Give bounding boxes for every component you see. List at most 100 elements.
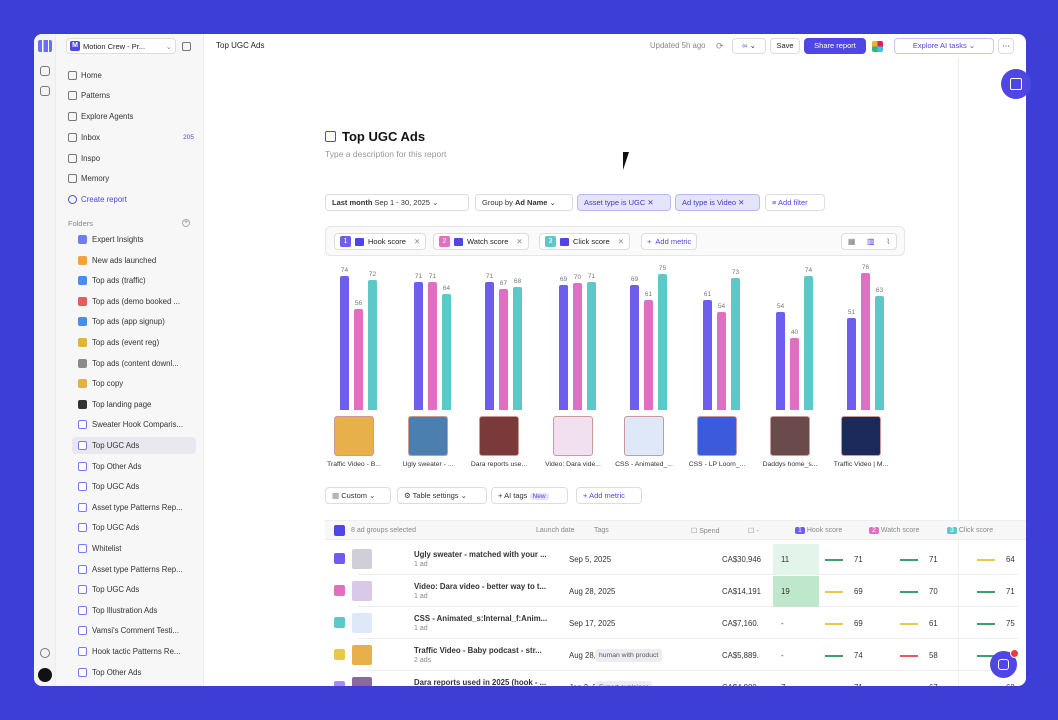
row-thumbnail[interactable] xyxy=(352,581,372,601)
row-name[interactable]: Video: Dara video - better way to t... xyxy=(414,582,546,591)
chart-bar[interactable] xyxy=(804,276,813,410)
chart-bar[interactable] xyxy=(658,274,667,410)
meta-dropdown[interactable]: ∞ ⌄ xyxy=(732,38,766,54)
row-thumbnail[interactable] xyxy=(352,645,372,665)
custom-view-dropdown[interactable]: ▦ Custom ⌄ xyxy=(325,487,391,504)
folder-item[interactable]: Whitelist xyxy=(72,540,196,557)
col-launch-date[interactable]: Launch date xyxy=(536,527,575,534)
nav-item[interactable]: Inbox 205 xyxy=(68,133,194,142)
users-icon[interactable] xyxy=(40,648,50,658)
gift-icon[interactable] xyxy=(1001,69,1031,99)
chart-bar[interactable] xyxy=(644,299,653,410)
folder-item[interactable]: Asset type Patterns Rep... xyxy=(72,499,196,516)
avatar[interactable] xyxy=(38,668,52,682)
nav-item[interactable]: Patterns xyxy=(68,91,194,100)
save-button[interactable]: Save xyxy=(770,38,800,54)
folder-item[interactable]: Top UGC Ads xyxy=(72,519,196,536)
refresh-icon[interactable]: ⟳ xyxy=(716,41,724,51)
chart-bar[interactable] xyxy=(587,281,596,410)
ad-thumbnail[interactable] xyxy=(624,416,664,456)
ad-thumbnail[interactable] xyxy=(479,416,519,456)
remove-icon[interactable]: ✕ xyxy=(516,237,523,246)
workspace-switcher[interactable]: M Motion Crew - Pr... ⌄ xyxy=(66,38,176,54)
row-name[interactable]: CSS - Animated_s:Internal_f:Anim... xyxy=(414,614,548,623)
col-tags[interactable]: Tags xyxy=(594,527,609,534)
nav-item[interactable]: Create report xyxy=(68,195,194,204)
explore-ai-tasks-button[interactable]: Explore AI tasks ⌄ xyxy=(894,38,994,54)
view-toggle[interactable]: ▦ ▥ ⌇ xyxy=(841,233,897,250)
add-folder-icon[interactable]: + xyxy=(182,219,190,227)
folder-item[interactable]: Expert Insights xyxy=(72,231,196,248)
chart-bar[interactable] xyxy=(847,317,856,410)
metric-chip[interactable]: 1 Hook score ✕ xyxy=(334,233,427,250)
chart-bar[interactable] xyxy=(630,285,639,410)
row-tag[interactable]: Expert explainer xyxy=(595,681,653,686)
folder-item[interactable]: Top ads (traffic) xyxy=(72,272,196,289)
chart-bar[interactable] xyxy=(340,276,349,410)
chart-bar[interactable] xyxy=(354,308,363,410)
folder-item[interactable]: Top UGC Ads xyxy=(72,437,196,454)
ad-thumbnail[interactable] xyxy=(770,416,810,456)
group-by-filter[interactable]: Group by Ad Name ⌄ xyxy=(475,194,573,211)
date-filter[interactable]: Last month Sep 1 - 30, 2025 ⌄ xyxy=(325,194,469,211)
col-custom[interactable]: ☐ - xyxy=(748,528,759,535)
chart-bar[interactable] xyxy=(513,287,522,410)
chart-bar[interactable] xyxy=(731,277,740,410)
table-add-metric-button[interactable]: + Add metric xyxy=(576,487,642,504)
chart-bar[interactable] xyxy=(414,281,423,410)
table-settings-dropdown[interactable]: ⚙ Table settings ⌄ xyxy=(397,487,487,504)
sidebar-toggle-icon[interactable] xyxy=(182,42,191,51)
chat-icon[interactable] xyxy=(40,66,50,76)
row-tag[interactable]: human with product xyxy=(595,649,663,662)
chart-bar[interactable] xyxy=(573,283,582,410)
chart-bar[interactable] xyxy=(559,285,568,410)
ad-thumbnail[interactable] xyxy=(408,416,448,456)
folder-item[interactable]: Top Other Ads xyxy=(72,664,196,681)
folder-item[interactable]: Hook tactic Patterns Re... xyxy=(72,643,196,660)
chart-bar[interactable] xyxy=(776,312,785,410)
metric-chip[interactable]: 3 Click score ✕ xyxy=(539,233,630,250)
nav-item[interactable]: Inspo xyxy=(68,154,194,163)
chart-bar[interactable] xyxy=(485,281,494,410)
col-click-score[interactable]: 3 Click score xyxy=(947,527,993,534)
metric-chip[interactable]: 2 Watch score ✕ xyxy=(433,233,529,250)
folder-item[interactable]: Top Other Ads xyxy=(72,458,196,475)
col-watch-score[interactable]: 2 Watch score xyxy=(869,527,920,534)
chart-bar[interactable] xyxy=(499,288,508,410)
row-thumbnail[interactable] xyxy=(352,549,372,569)
chart-bar[interactable] xyxy=(442,294,451,410)
col-hook-score[interactable]: 1 Hook score xyxy=(795,527,842,534)
ai-tags-button[interactable]: + AI tags New xyxy=(491,487,568,504)
chart-bar[interactable] xyxy=(428,281,437,410)
folder-item[interactable]: Top UGC Ads xyxy=(72,478,196,495)
remove-icon[interactable]: ✕ xyxy=(413,237,421,246)
row-checkbox[interactable] xyxy=(334,553,345,564)
ad-thumbnail[interactable] xyxy=(553,416,593,456)
folder-item[interactable]: Top Illustration Ads xyxy=(72,602,196,619)
folder-item[interactable]: Top ads (content downl... xyxy=(72,355,196,372)
support-chat-button[interactable] xyxy=(990,649,1019,678)
folder-item[interactable]: Vamsi's Comment Testi... xyxy=(72,622,196,639)
folder-item[interactable]: Sweater Hook Comparis... xyxy=(72,416,196,433)
folder-item[interactable]: Top ads (event reg) xyxy=(72,334,196,351)
chart-bar[interactable] xyxy=(861,272,870,410)
nav-item[interactable]: Home xyxy=(68,71,194,80)
share-report-button[interactable]: Share report xyxy=(804,38,866,54)
chart-bar[interactable] xyxy=(703,299,712,410)
row-thumbnail[interactable] xyxy=(352,613,372,633)
add-metric-button[interactable]: + Add metric xyxy=(641,233,698,250)
row-checkbox[interactable] xyxy=(334,617,345,628)
col-spend[interactable]: ☐ Spend xyxy=(691,528,720,535)
row-checkbox[interactable] xyxy=(334,681,345,686)
ad-thumbnail[interactable] xyxy=(841,416,881,456)
nav-item[interactable]: Memory xyxy=(68,174,194,183)
asset-type-filter[interactable]: Asset type is UGC ✕ xyxy=(577,194,671,211)
chart-bar[interactable] xyxy=(717,312,726,410)
grid-icon[interactable] xyxy=(40,86,50,96)
folder-item[interactable]: Top ads (app signup) xyxy=(72,313,196,330)
row-name[interactable]: Traffic Video - Baby podcast - str... xyxy=(414,646,542,655)
ad-thumbnail[interactable] xyxy=(334,416,374,456)
folder-item[interactable]: Top UGC Ads xyxy=(72,581,196,598)
description-input[interactable]: Type a description for this report xyxy=(325,149,447,159)
ad-thumbnail[interactable] xyxy=(697,416,737,456)
